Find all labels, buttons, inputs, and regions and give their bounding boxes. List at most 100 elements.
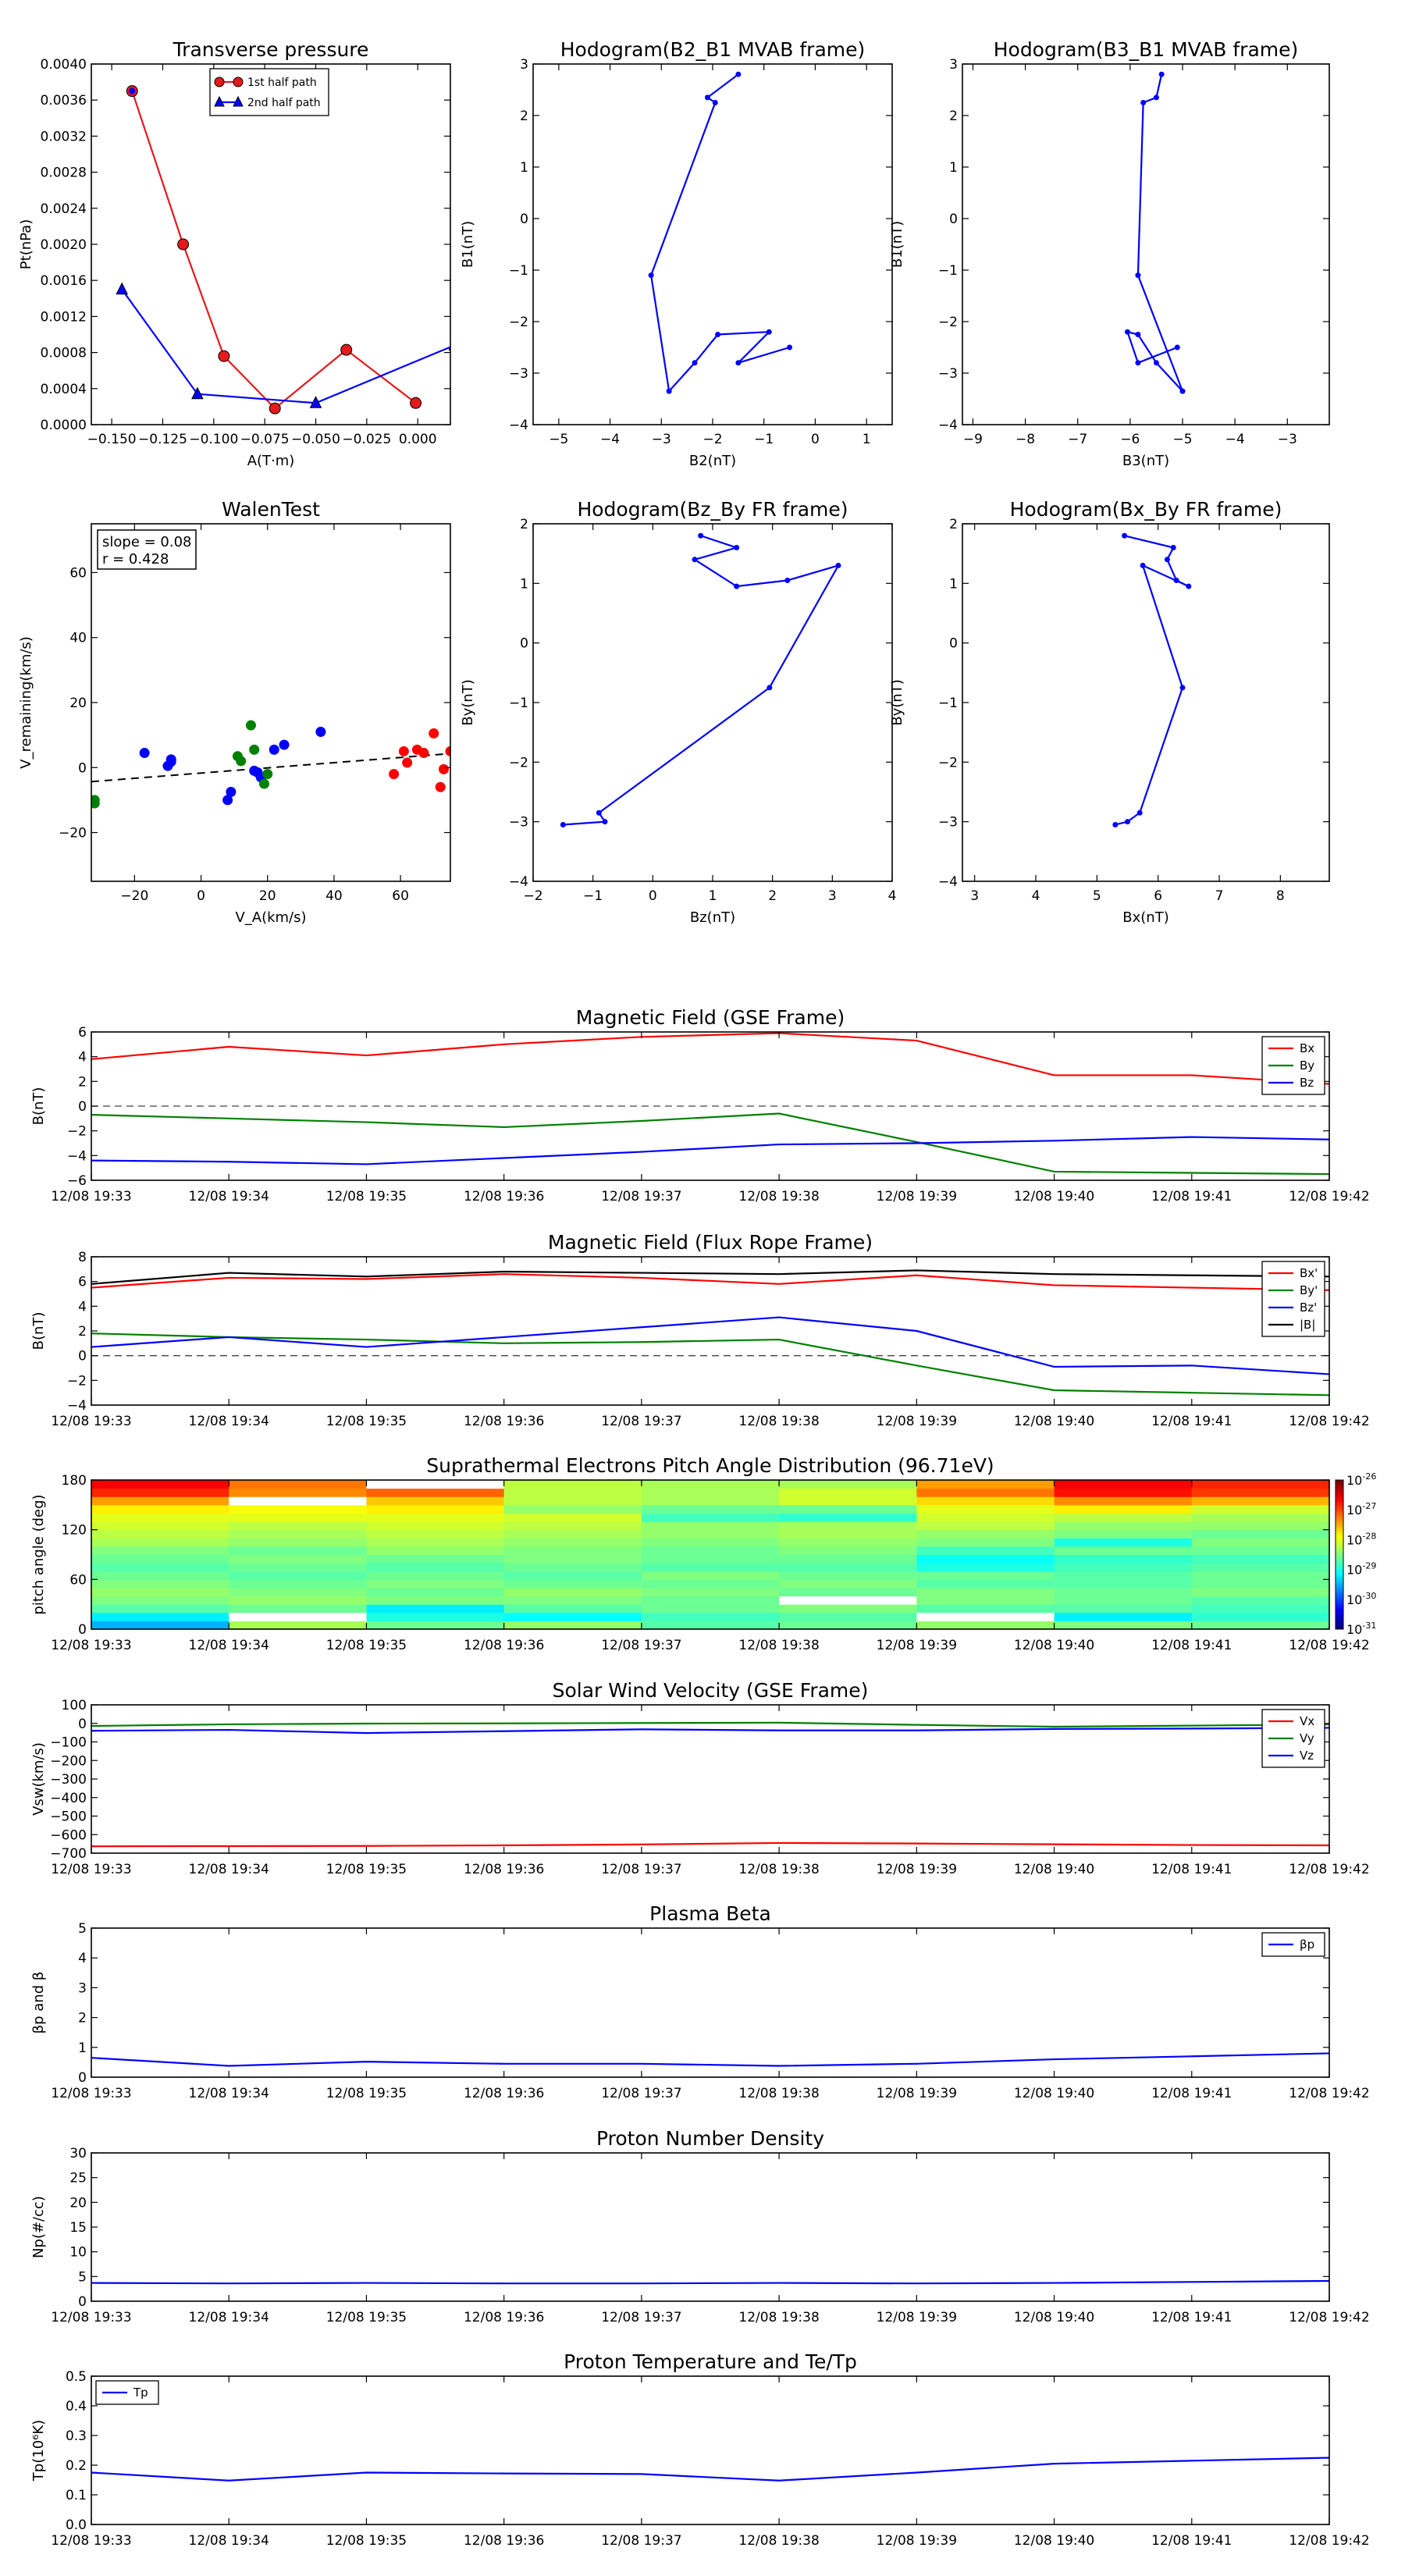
x-tick-label: 2 — [768, 888, 777, 904]
data-point — [262, 769, 273, 780]
series-line — [91, 1273, 1329, 1291]
y-tick-label: 2 — [78, 1324, 87, 1340]
legend: Tp — [95, 2380, 159, 2405]
walen-test-panel: WalenTest −20 0 20 40 60 V_remaining(km/s) −20 0… — [18, 498, 451, 926]
heatmap-cell — [779, 1563, 917, 1572]
x-tick-label: −7 — [1068, 432, 1087, 447]
heatmap-cell — [503, 1546, 642, 1555]
heatmap-cell — [916, 1546, 1055, 1555]
heatmap-cell — [916, 1480, 1055, 1489]
y-tick-label: −3 — [509, 815, 528, 831]
proton-density-panel: Proton Number Density 0 5 10 15 20 25 30 Np(#/cc… — [30, 2127, 1370, 2325]
y-tick-label: 0.0000 — [41, 418, 87, 433]
y-tick-label: 6 — [78, 1275, 87, 1290]
annotation-slope: slope = 0.08 — [102, 534, 192, 550]
heatmap-cell — [366, 1596, 505, 1605]
colorbar-tick-label: 10-31 — [1346, 1621, 1376, 1637]
series-line — [1126, 73, 1184, 392]
y-tick-label: 3 — [78, 1980, 87, 1996]
x-tick-label: 12/08 19:41 — [1151, 2533, 1232, 2549]
y-tick-label: −400 — [50, 1791, 87, 1806]
x-tick-label: 12/08 19:34 — [189, 2533, 269, 2549]
colorbar-segment — [1336, 1559, 1343, 1563]
chart-title: Magnetic Field (GSE Frame) — [576, 1006, 845, 1029]
y-tick-label: 0.0012 — [41, 309, 87, 325]
axes-frame — [91, 1031, 1330, 1181]
y-tick-label: 0.3 — [66, 2428, 87, 2444]
y-tick-label: −4 — [67, 1398, 87, 1414]
colorbar-segment — [1336, 1606, 1343, 1610]
data-point — [1179, 685, 1186, 691]
heatmap-cell — [641, 1621, 780, 1629]
y-axis-label: By(nT) — [460, 679, 476, 725]
y-tick-label: −1 — [938, 263, 958, 279]
data-point — [269, 402, 281, 415]
x-tick-label: −2 — [523, 888, 542, 904]
colorbar-segment — [1336, 1567, 1343, 1571]
x-tick-label: 12/08 19:39 — [877, 1414, 957, 1429]
colorbar-segment — [1336, 1579, 1343, 1583]
x-tick-label: 12/08 19:41 — [1151, 2310, 1232, 2325]
colorbar-segment — [1336, 1599, 1343, 1603]
x-tick-label: 12/08 19:34 — [189, 1862, 269, 1877]
series-line — [91, 1727, 1329, 1735]
data-point — [258, 778, 269, 789]
y-tick-label: 180 — [62, 1473, 87, 1489]
colorbar-tick-label: 10-30 — [1346, 1591, 1376, 1607]
heatmap-cell — [1054, 1538, 1193, 1547]
series-line — [91, 1332, 1329, 1397]
data-point — [116, 282, 129, 295]
y-tick-label: 2 — [949, 109, 958, 124]
heatmap-cell — [229, 1579, 367, 1589]
heatmap-cell — [229, 1563, 367, 1572]
y-tick-label: −2 — [67, 1124, 87, 1140]
heatmap-cell — [641, 1587, 780, 1597]
x-tick-label: 12/08 19:34 — [189, 2310, 269, 2325]
x-tick-label: 12/08 19:41 — [1151, 2086, 1232, 2101]
heatmap-cell — [366, 1504, 505, 1514]
colorbar-segment — [1336, 1544, 1343, 1548]
colorbar-segment — [1336, 1522, 1343, 1525]
data-point — [1125, 819, 1130, 825]
colorbar-segment — [1336, 1550, 1343, 1553]
plot-area — [560, 532, 841, 827]
y-tick-label: −2 — [509, 315, 528, 330]
heatmap-cell — [503, 1538, 642, 1547]
data-point — [1174, 344, 1180, 350]
x-tick-label: 12/08 19:40 — [1014, 1638, 1094, 1653]
y-tick-label: 2 — [78, 2011, 87, 2026]
colorbar-segment — [1336, 1504, 1343, 1508]
y-tick-label: −4 — [509, 874, 528, 890]
chart-title: Magnetic Field (Flux Rope Frame) — [548, 1231, 873, 1254]
axes-frame — [91, 1704, 1330, 1854]
legend-label: Bz — [1300, 1076, 1314, 1090]
x-tick-label: 7 — [1215, 888, 1224, 904]
data-point — [767, 685, 773, 691]
heatmap-cell — [503, 1571, 642, 1580]
heatmap-cell — [366, 1621, 505, 1629]
colorbar-segment — [1336, 1535, 1343, 1538]
x-tick-label: 12/08 19:38 — [738, 2086, 819, 2101]
heatmap-cell — [503, 1529, 642, 1539]
x-tick-label: 12/08 19:35 — [326, 1862, 407, 1877]
heatmap-cell — [503, 1579, 642, 1589]
x-tick-label: 12/08 19:41 — [1151, 1189, 1232, 1204]
colorbar-segment — [1336, 1571, 1343, 1575]
heatmap-cell — [229, 1480, 367, 1489]
heatmap-cell — [641, 1554, 780, 1564]
x-tick-label: −3 — [652, 432, 671, 447]
heatmap-cell — [91, 1604, 229, 1614]
heatmap-cell — [1054, 1488, 1193, 1497]
data-point — [1179, 388, 1186, 394]
y-tick-label: 0 — [78, 1099, 87, 1115]
x-tick-label: 12/08 19:34 — [189, 1189, 269, 1204]
heatmap-cell — [641, 1596, 780, 1605]
data-point — [438, 763, 449, 774]
x-tick-label: 12/08 19:33 — [51, 2533, 131, 2549]
heatmap-cell — [916, 1496, 1055, 1506]
x-tick-label: −4 — [1225, 432, 1245, 447]
data-point — [410, 397, 422, 409]
series-line — [563, 535, 841, 826]
y-tick-label: −700 — [50, 1846, 87, 1862]
series-line — [91, 2052, 1329, 2067]
